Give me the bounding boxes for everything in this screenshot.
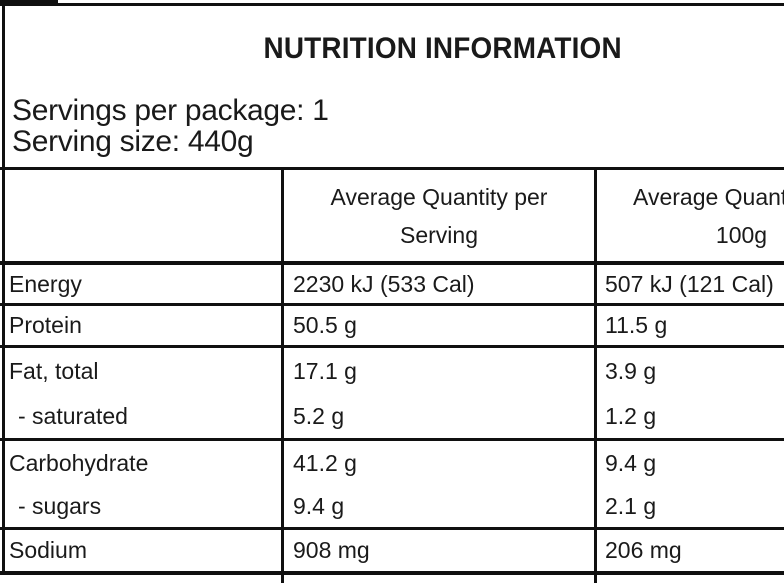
serving-info-block: Servings per package: 1 Serving size: 44… <box>12 95 329 157</box>
table-header-row: Average Quantity per Serving Average Qua… <box>0 170 784 265</box>
per-serving-value: 2230 kJ (533 Cal) <box>284 265 597 303</box>
per-serving-value: 5.2 g <box>284 394 597 438</box>
per-100g-value: 11.5 g <box>605 312 668 338</box>
per-serving-value: 17.1 g <box>284 348 597 394</box>
label-top-border <box>0 3 784 6</box>
per-serving-value: 908 mg <box>284 530 597 571</box>
column-divider-stub-2 <box>594 575 597 583</box>
header-per-serving-cell: Average Quantity per Serving <box>284 170 597 261</box>
table-row-energy: Energy 2230 kJ (533 Cal) 507 kJ (121 Cal… <box>0 265 784 306</box>
per-100g-value: 2.1 g <box>605 492 657 519</box>
header-per-serving-label: Average Quantity per Serving <box>330 183 548 248</box>
nutrient-name: Fat, total <box>0 348 284 394</box>
servings-per-package-text: Servings per package: 1 <box>12 94 329 127</box>
table-row-saturated-fat: - saturated 5.2 g 1.2 g <box>0 394 784 441</box>
nutrient-name: Carbohydrate <box>0 441 284 485</box>
label-left-border <box>2 3 5 575</box>
label-title-row: NUTRITION INFORMATION <box>0 32 784 66</box>
per-100g-value: 3.9 g <box>605 357 657 384</box>
header-nutrient-cell <box>0 170 284 261</box>
nutrient-name: - sugars <box>0 485 284 527</box>
nutrient-name: Protein <box>0 306 284 345</box>
table-row-sugars: - sugars 9.4 g 2.1 g <box>0 485 784 530</box>
per-100g-value: 1.2 g <box>605 402 657 429</box>
serving-size-text: Serving size: 440g <box>12 125 254 158</box>
table-row-carbohydrate: Carbohydrate 41.2 g 9.4 g <box>0 441 784 485</box>
header-per-100g-cell: Average Quantity per 100g <box>597 170 784 261</box>
table-row-fat-total: Fat, total 17.1 g 3.9 g <box>0 348 784 394</box>
per-serving-value: 9.4 g <box>284 485 597 527</box>
column-divider-stub-1 <box>281 575 284 583</box>
nutrition-table: Average Quantity per Serving Average Qua… <box>0 167 784 575</box>
per-serving-value: 50.5 g <box>284 306 597 345</box>
per-100g-value: 206 mg <box>605 537 682 563</box>
per-serving-value: 41.2 g <box>284 441 597 485</box>
table-row-sodium: Sodium 908 mg 206 mg <box>0 530 784 575</box>
nutrient-name: - saturated <box>0 394 284 438</box>
table-row-protein: Protein 50.5 g 11.5 g <box>0 306 784 348</box>
per-100g-value: 507 kJ (121 Cal) <box>605 270 774 297</box>
per-100g-value: 9.4 g <box>605 449 657 476</box>
nutrient-name: Energy <box>0 265 284 303</box>
nutrient-name: Sodium <box>0 530 284 571</box>
label-title: NUTRITION INFORMATION <box>263 32 623 65</box>
header-per-100g-label: Average Quantity per 100g <box>633 183 784 248</box>
